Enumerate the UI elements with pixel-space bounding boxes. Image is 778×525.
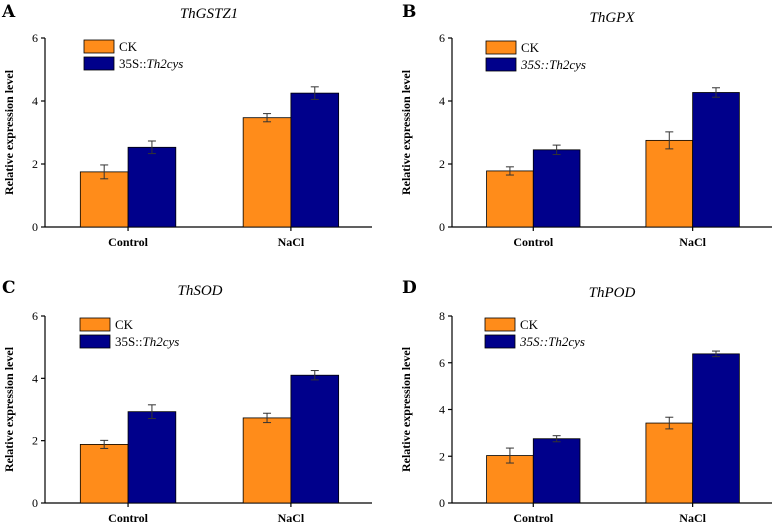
chart-panel-d: D ThPOD Relative expression level 0 2 4 6 8 Cont… [399, 278, 772, 525]
y-tick-label: 4 [439, 403, 445, 417]
legend-label: CK [115, 317, 134, 332]
legend-label: CK [520, 317, 539, 332]
bar-transgenic-control [532, 149, 581, 228]
y-tick-label: 2 [32, 157, 38, 171]
y-axis-label: Relative expression level [2, 69, 16, 195]
bar-transgenic-nacl [290, 92, 340, 228]
y-tick-label: 6 [32, 309, 38, 323]
bar-transgenic-nacl [692, 92, 740, 228]
legend-swatch-ck [485, 40, 517, 55]
y-tick-label: 4 [32, 371, 38, 385]
x-category-label: NaCl [278, 235, 305, 249]
y-tick-label: 4 [439, 94, 445, 108]
x-category-label: Control [513, 511, 553, 525]
legend-swatch-transgenic [484, 334, 516, 349]
bar-transgenic-nacl [290, 374, 340, 504]
legend-swatch-ck [83, 39, 115, 54]
x-category-label: NaCl [679, 235, 706, 249]
y-tick-label: 0 [32, 496, 38, 510]
y-tick-label: 0 [439, 496, 445, 510]
y-axis-label: Relative expression level [399, 69, 413, 195]
bar-transgenic-nacl [692, 353, 740, 504]
legend-label: 35S::Th2cys [119, 56, 183, 71]
x-category-label: NaCl [278, 511, 305, 525]
bar-ck-control [79, 171, 129, 228]
legend-label: 35S::Th2cys [115, 334, 179, 349]
chart-title: ThGSTZ1 [180, 6, 238, 22]
chart-title: ThGPX [590, 10, 636, 26]
x-category-label: Control [108, 511, 148, 525]
legend-label: 35S::Th2cys [519, 334, 585, 349]
legend-label: CK [119, 39, 138, 54]
bar-ck-nacl [242, 117, 292, 228]
legend-swatch-transgenic [485, 57, 517, 72]
bar-transgenic-control [127, 146, 177, 228]
y-tick-label: 0 [32, 220, 38, 234]
y-tick-label: 2 [439, 449, 445, 463]
chart-title: ThSOD [177, 283, 222, 299]
chart-panel-b: B ThGPX Relative expression level 0 2 4 6 Contr… [399, 2, 772, 249]
panel-letter: D [402, 278, 417, 298]
y-axis-label: Relative expression level [399, 346, 413, 472]
x-category-label: Control [108, 235, 148, 249]
legend-swatch-transgenic [79, 334, 111, 349]
y-tick-label: 6 [32, 31, 38, 45]
chart-panel-c: C ThSOD Relative expression level 0 2 4 6 Contr… [2, 278, 372, 525]
bar-ck-nacl [242, 417, 292, 504]
legend-label: 35S::Th2cys [520, 57, 586, 72]
chart-title: ThPOD [589, 285, 636, 301]
legend-swatch-transgenic [83, 56, 115, 71]
y-axis-label: Relative expression level [2, 346, 16, 472]
y-tick-label: 8 [439, 309, 445, 323]
x-category-label: Control [513, 235, 553, 249]
bar-ck-nacl [645, 139, 694, 228]
y-tick-label: 6 [439, 31, 445, 45]
y-tick-label: 2 [32, 434, 38, 448]
legend-swatch-ck [484, 317, 516, 332]
panel-letter: B [402, 2, 416, 22]
y-tick-label: 6 [439, 356, 445, 370]
y-tick-label: 4 [32, 94, 38, 108]
y-tick-label: 2 [439, 157, 445, 171]
legend-label: CK [521, 40, 540, 55]
bar-ck-control [79, 444, 129, 504]
bar-ck-control [486, 170, 534, 228]
bar-ck-nacl [645, 422, 694, 504]
y-tick-label: 0 [439, 220, 445, 234]
panel-letter: A [1, 2, 16, 22]
panel-letter: C [2, 278, 16, 298]
bar-transgenic-control [532, 438, 581, 504]
bar-transgenic-control [127, 411, 177, 504]
legend-swatch-ck [79, 317, 111, 332]
x-category-label: NaCl [679, 511, 706, 525]
chart-panel-a: A ThGSTZ1 Relative expression level 0 2 4 6 Con… [1, 2, 372, 249]
